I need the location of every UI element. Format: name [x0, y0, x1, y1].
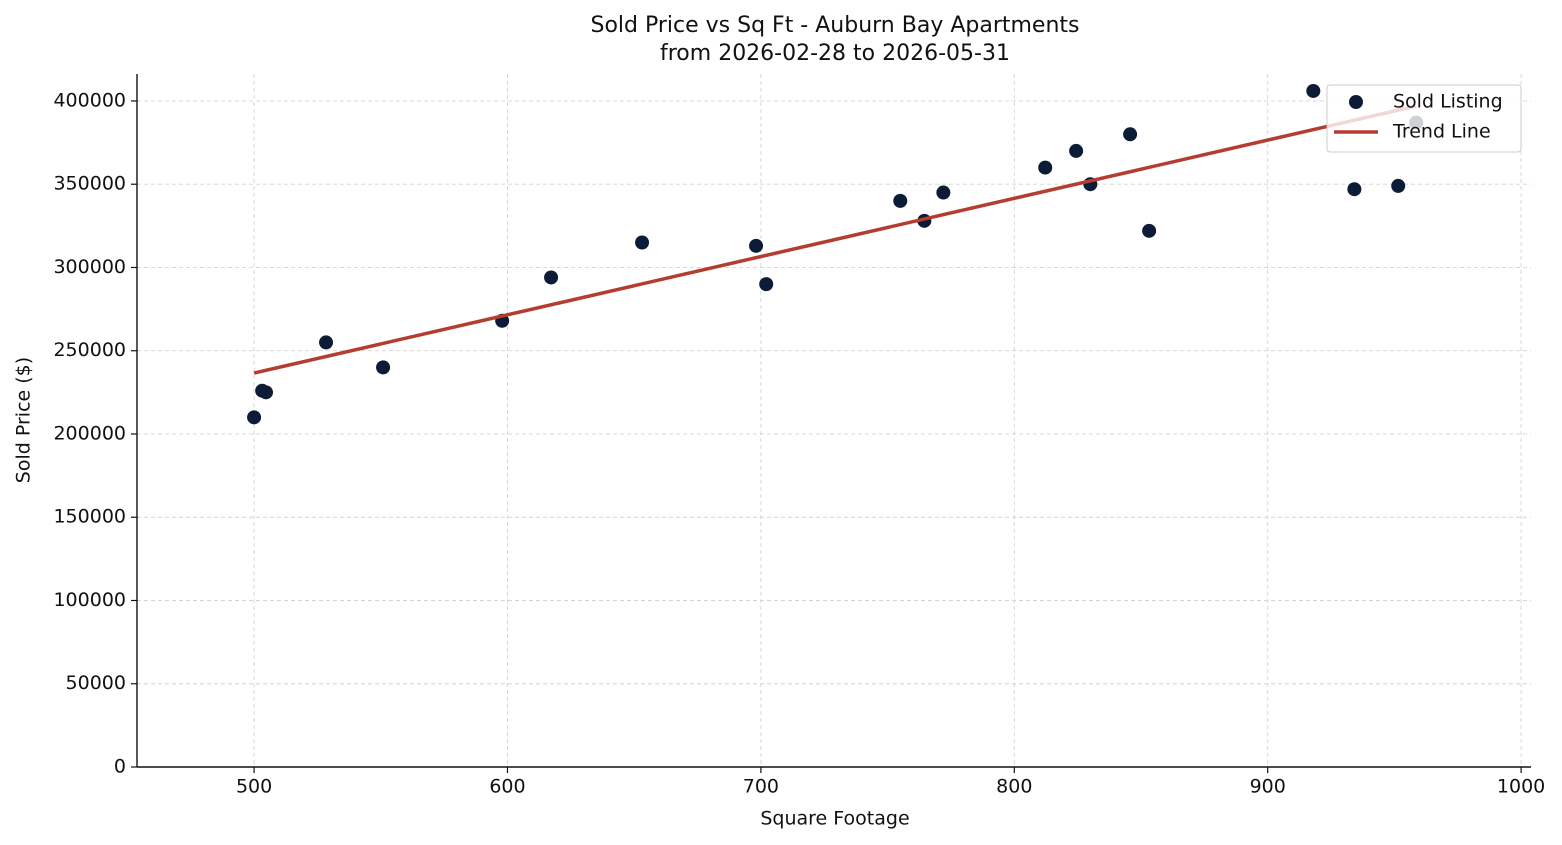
legend-label: Sold Listing: [1393, 91, 1503, 113]
legend-marker: [1349, 95, 1363, 109]
data-point: [376, 360, 391, 375]
legend: Sold Listing Trend Line: [1326, 84, 1522, 153]
data-point: [759, 277, 774, 292]
data-point: [635, 235, 650, 250]
legend-box: [1326, 84, 1522, 153]
y-tick-label: 400000: [53, 89, 126, 111]
trend-line: [253, 104, 1417, 375]
chart-title: Sold Price vs Sq Ft - Auburn Bay Apartme…: [590, 13, 1079, 38]
y-tick-label: 150000: [53, 506, 126, 528]
data-point: [893, 193, 908, 208]
x-tick-label: 500: [236, 776, 272, 798]
data-point: [1347, 182, 1362, 197]
x-tick-label: 600: [489, 776, 525, 798]
chart-subtitle: from 2026-02-28 to 2026-05-31: [660, 41, 1010, 66]
data-point: [1069, 143, 1084, 158]
y-tick-label: 50000: [66, 672, 126, 694]
data-point: [1391, 178, 1406, 193]
data-point: [247, 410, 262, 425]
x-tick-label: 1000: [1497, 776, 1545, 798]
x-axis-label: Square Footage: [760, 808, 909, 830]
data-point: [258, 385, 273, 400]
data-point: [1038, 160, 1053, 175]
y-axis-label: Sold Price ($): [13, 357, 35, 483]
data-point: [319, 335, 334, 350]
y-tick-label: 100000: [53, 589, 126, 611]
data-point: [1123, 127, 1138, 142]
x-tick-label: 800: [996, 776, 1032, 798]
data-point: [749, 238, 764, 253]
y-tick-label: 250000: [53, 339, 126, 361]
data-point: [936, 185, 951, 200]
y-tick-label: 300000: [53, 256, 126, 278]
data-point: [1142, 223, 1157, 238]
y-tick-label: 350000: [53, 173, 126, 195]
y-tick-label: 200000: [53, 422, 126, 444]
x-tick-label: 700: [743, 776, 779, 798]
data-point: [1306, 83, 1321, 98]
x-tick-label: 900: [1250, 776, 1286, 798]
y-tick-label: 0: [114, 756, 126, 778]
legend-label: Trend Line: [1392, 121, 1491, 143]
data-point: [544, 270, 559, 285]
